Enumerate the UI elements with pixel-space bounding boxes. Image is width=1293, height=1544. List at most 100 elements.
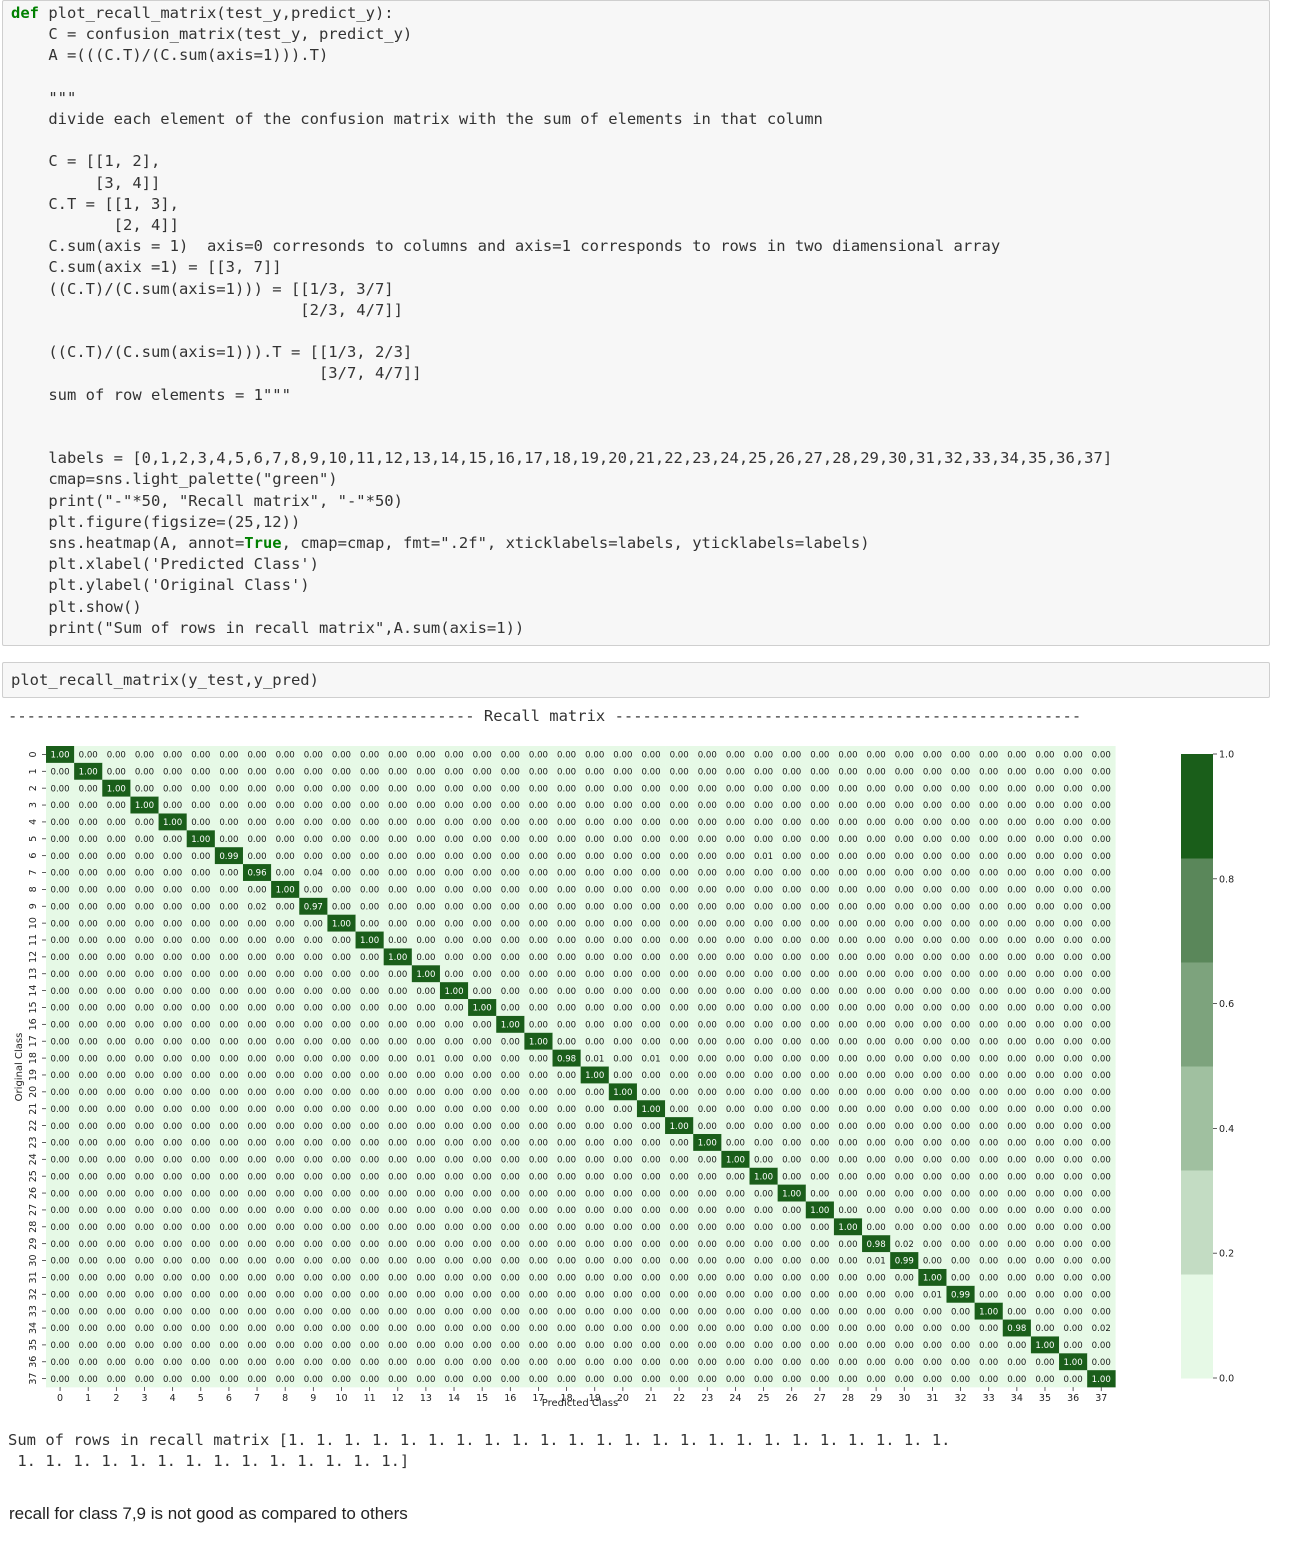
- heatmap-cell: [242, 1066, 272, 1084]
- heatmap-cell-annotation: 0.00: [529, 1139, 548, 1149]
- heatmap-cell-annotation: 0.00: [641, 852, 660, 862]
- heatmap-cell-annotation: 0.00: [276, 987, 295, 997]
- code-editor-call[interactable]: plot_recall_matrix(y_test,y_pred): [11, 671, 319, 689]
- heatmap-cell: [271, 982, 300, 1000]
- heatmap-cell-annotation: 0.00: [613, 987, 632, 997]
- heatmap-cell-annotation: 0.00: [473, 919, 492, 929]
- heatmap-cell-annotation: 0.00: [1064, 768, 1083, 778]
- heatmap-cell-annotation: 0.00: [979, 1037, 998, 1047]
- y-tick-label: 26: [28, 1187, 39, 1199]
- heatmap-cell: [1059, 982, 1088, 1000]
- heatmap-cell: [1059, 1015, 1088, 1034]
- heatmap-cell-annotation: 0.00: [895, 1172, 914, 1182]
- heatmap-cell-annotation: 0.00: [557, 1358, 576, 1368]
- heatmap-cell-annotation: 0.00: [360, 784, 379, 794]
- heatmap-cell: [74, 982, 103, 1000]
- heatmap-cell-annotation: 0.00: [867, 1189, 886, 1199]
- heatmap-cell: [411, 880, 441, 899]
- heatmap-cell: [327, 1049, 356, 1067]
- heatmap-x-axis-label: Predicted Class: [542, 1398, 618, 1409]
- heatmap-cell-annotation: 0.00: [613, 1071, 632, 1081]
- heatmap-cell: [214, 982, 244, 1000]
- y-tick-label: 16: [28, 1018, 39, 1030]
- heatmap-cell-annotation: 0.00: [276, 1240, 295, 1250]
- code-cell-call[interactable]: plot_recall_matrix(y_test,y_pred): [2, 662, 1270, 698]
- heatmap-cell: [524, 762, 553, 781]
- heatmap-cell: [1059, 830, 1088, 848]
- heatmap-cell-annotation: 0.00: [107, 1324, 126, 1334]
- heatmap-cell-annotation: 0.00: [332, 1358, 351, 1368]
- heatmap-cell: [974, 948, 1004, 966]
- heatmap-cell-annotation: 0.00: [444, 1274, 463, 1284]
- heatmap-cell-annotation: 0.00: [529, 1324, 548, 1334]
- heatmap-cell-annotation: 0.00: [613, 1358, 632, 1368]
- heatmap-cell-annotation: 0.00: [754, 784, 773, 794]
- heatmap-cell: [74, 830, 103, 848]
- y-tick-label: 1: [28, 768, 39, 774]
- heatmap-cell: [1059, 880, 1088, 899]
- heatmap-cell: [130, 1083, 159, 1101]
- heatmap-cell: [862, 965, 891, 983]
- code-cell-function-def[interactable]: def plot_recall_matrix(test_y,predict_y)…: [2, 0, 1270, 646]
- heatmap-cell: [1030, 1015, 1060, 1034]
- heatmap-cell: [102, 1032, 131, 1050]
- heatmap-cell-annotation: 0.00: [726, 1341, 745, 1351]
- heatmap-cell-annotation: 0.00: [163, 1172, 182, 1182]
- x-tick-label: 8: [282, 1393, 288, 1404]
- heatmap-cell-annotation: 0.00: [557, 1223, 576, 1233]
- heatmap-cell: [636, 880, 666, 899]
- heatmap-cell-annotation: 0.00: [895, 1054, 914, 1064]
- heatmap-cell-annotation: 0.00: [838, 1341, 857, 1351]
- heatmap-cell-annotation: 0.00: [557, 1206, 576, 1216]
- heatmap-cell: [102, 999, 131, 1017]
- heatmap-cell-annotation: 0.00: [641, 1274, 660, 1284]
- heatmap-cell-annotation: 0.00: [585, 869, 604, 879]
- heatmap-cell-annotation: 0.00: [838, 1257, 857, 1267]
- heatmap-cell: [242, 999, 272, 1017]
- heatmap-cell-annotation: 0.00: [79, 1274, 98, 1284]
- heatmap-cell-annotation: 0.00: [867, 1037, 886, 1047]
- heatmap-cell: [805, 999, 835, 1017]
- heatmap-cell-annotation: 0.00: [810, 1189, 829, 1199]
- heatmap-cell: [1087, 1083, 1116, 1101]
- output-separator-text: ----------------------------------------…: [8, 707, 1082, 725]
- heatmap-cell-annotation: 0.00: [135, 1206, 154, 1216]
- code-editor-function-def[interactable]: def plot_recall_matrix(test_y,predict_y)…: [11, 4, 1113, 637]
- heatmap-cell: [890, 1015, 919, 1034]
- heatmap-cell-annotation: 0.00: [951, 987, 970, 997]
- heatmap-cell: [918, 1032, 947, 1050]
- heatmap-cell-annotation: 0.00: [135, 751, 154, 761]
- heatmap-cell-annotation: 0.00: [247, 1004, 266, 1014]
- heatmap-cell: [355, 762, 384, 781]
- heatmap-cell-annotation: 0.00: [1092, 852, 1111, 862]
- heatmap-cell-annotation: 0.00: [1064, 1172, 1083, 1182]
- heatmap-cell-annotation: 0.04: [304, 869, 323, 879]
- heatmap-cell-annotation: 0.00: [135, 919, 154, 929]
- heatmap-cell: [242, 847, 272, 865]
- heatmap-cell-annotation: 0.00: [360, 1156, 379, 1166]
- heatmap-cell-annotation: 0.00: [923, 1071, 942, 1081]
- heatmap-cell-annotation: 0.00: [107, 1257, 126, 1267]
- heatmap-cell: [186, 1083, 216, 1101]
- heatmap-cell: [186, 1100, 216, 1118]
- heatmap-cell-annotation: 0.00: [613, 919, 632, 929]
- heatmap-cell-annotation: 0.00: [304, 886, 323, 896]
- heatmap-cell-annotation: 0.00: [838, 970, 857, 980]
- heatmap-cell-annotation: 0.00: [107, 1071, 126, 1081]
- heatmap-cell-annotation: 0.00: [1035, 751, 1054, 761]
- heatmap-cell: [693, 931, 722, 949]
- heatmap-cell: [890, 1117, 919, 1135]
- heatmap-cell: [1059, 897, 1088, 915]
- heatmap-cell: [468, 880, 497, 899]
- heatmap-cell: [496, 813, 525, 831]
- heatmap-cell: [946, 948, 975, 966]
- heatmap-cell-annotation: 0.00: [501, 1274, 520, 1284]
- heatmap-cell-annotation: 0.00: [50, 1156, 69, 1166]
- heatmap-cell-annotation: 0.00: [1064, 987, 1083, 997]
- heatmap-cell-annotation: 0.00: [895, 1122, 914, 1132]
- colorbar-segment: [1181, 754, 1213, 859]
- heatmap-cell: [327, 830, 356, 848]
- heatmap-cell-annotation: 0.00: [1064, 953, 1083, 963]
- heatmap-cell-annotation: 0.00: [219, 801, 238, 811]
- heatmap-cell-annotation: 0.00: [529, 1021, 548, 1031]
